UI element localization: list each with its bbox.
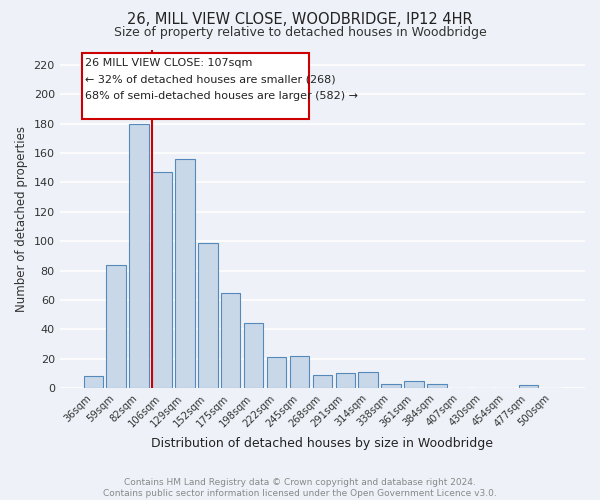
Bar [358,372,378,388]
Bar [313,375,332,388]
X-axis label: Distribution of detached houses by size in Woodbridge: Distribution of detached houses by size … [151,437,493,450]
Text: Size of property relative to detached houses in Woodbridge: Size of property relative to detached ho… [113,26,487,39]
Y-axis label: Number of detached properties: Number of detached properties [15,126,28,312]
Bar [519,385,538,388]
Bar [290,356,309,388]
Bar [175,159,194,388]
Bar [82,53,308,119]
Bar [152,172,172,388]
Text: 26 MILL VIEW CLOSE: 107sqm: 26 MILL VIEW CLOSE: 107sqm [85,58,253,68]
Bar [130,124,149,388]
Text: 26, MILL VIEW CLOSE, WOODBRIDGE, IP12 4HR: 26, MILL VIEW CLOSE, WOODBRIDGE, IP12 4H… [127,12,473,28]
Bar [335,374,355,388]
Text: 68% of semi-detached houses are larger (582) →: 68% of semi-detached houses are larger (… [85,90,358,101]
Text: ← 32% of detached houses are smaller (268): ← 32% of detached houses are smaller (26… [85,74,336,85]
Bar [221,292,241,388]
Bar [427,384,446,388]
Bar [106,264,126,388]
Bar [244,324,263,388]
Bar [83,376,103,388]
Bar [404,381,424,388]
Bar [198,242,218,388]
Text: Contains HM Land Registry data © Crown copyright and database right 2024.
Contai: Contains HM Land Registry data © Crown c… [103,478,497,498]
Bar [267,358,286,388]
Bar [382,384,401,388]
